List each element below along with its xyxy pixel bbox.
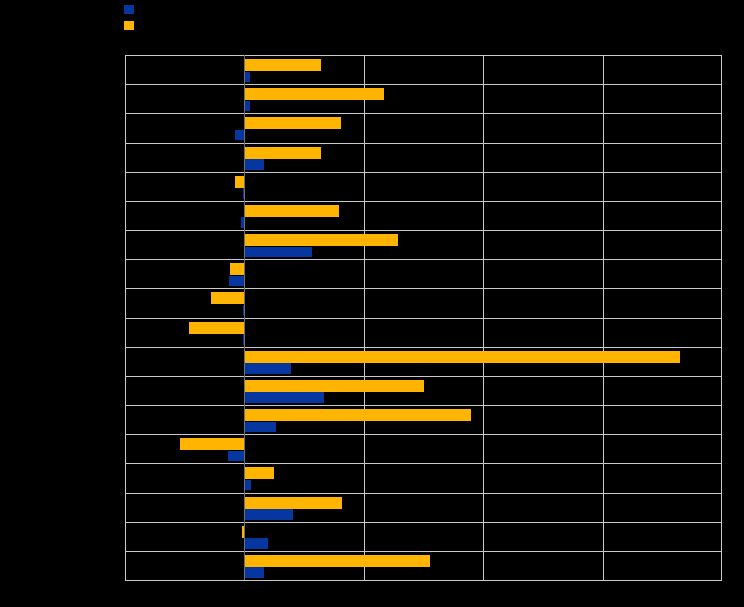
gridline-horizontal — [125, 376, 722, 377]
gridline-horizontal — [125, 230, 722, 231]
bar-orange-row-10 — [189, 321, 245, 334]
bar-orange-row-13 — [245, 409, 472, 421]
bar-orange-row-1 — [245, 59, 321, 71]
bar-blue-row-2 — [245, 100, 251, 112]
gridline-horizontal — [125, 55, 722, 56]
gridline-vertical — [721, 55, 722, 580]
bar-blue-row-4 — [245, 159, 265, 170]
bar-blue-row-12 — [245, 392, 325, 403]
bar-orange-row-18 — [245, 554, 431, 567]
bar-blue-row-18 — [245, 567, 265, 578]
gridline-horizontal — [125, 405, 722, 406]
gridline-horizontal — [125, 347, 722, 348]
bar-orange-row-4 — [245, 146, 321, 159]
gridline-vertical — [603, 55, 604, 580]
legend-swatch-orange-icon — [124, 21, 134, 30]
bar-blue-row-6 — [240, 217, 245, 228]
bar-orange-row-2 — [245, 88, 384, 101]
bar-blue-row-15 — [245, 479, 252, 491]
gridline-horizontal — [125, 259, 722, 260]
bar-blue-row-1 — [245, 71, 251, 82]
bar-blue-row-5 — [242, 188, 245, 199]
gridline-vertical — [364, 55, 365, 580]
bar-orange-row-17 — [242, 525, 245, 538]
bar-blue-row-13 — [245, 421, 277, 432]
bar-blue-row-3 — [234, 129, 245, 141]
bar-orange-row-11 — [245, 350, 680, 363]
bar-orange-row-14 — [179, 438, 245, 451]
bar-orange-row-9 — [210, 292, 245, 305]
gridline-horizontal — [125, 172, 722, 173]
bar-orange-row-5 — [234, 175, 245, 188]
gridline-horizontal — [125, 580, 722, 581]
bar-blue-row-9 — [242, 304, 245, 316]
bar-orange-row-7 — [245, 234, 399, 246]
gridline-horizontal — [125, 522, 722, 523]
bar-blue-row-14 — [228, 450, 245, 462]
plot-area — [125, 55, 722, 581]
bar-orange-row-3 — [245, 117, 341, 130]
gridline-vertical — [483, 55, 484, 580]
bar-blue-row-11 — [245, 363, 291, 374]
bar-blue-row-7 — [245, 246, 313, 257]
bar-blue-row-16 — [245, 509, 294, 520]
gridline-horizontal — [125, 463, 722, 464]
gridline-horizontal — [125, 143, 722, 144]
bar-orange-row-8 — [230, 263, 245, 276]
gridline-horizontal — [125, 84, 722, 85]
bar-blue-row-10 — [243, 334, 245, 345]
bar-orange-row-12 — [245, 379, 425, 392]
gridline-vertical — [125, 55, 126, 580]
gridline-horizontal — [125, 493, 722, 494]
legend-swatch-blue-icon — [124, 5, 134, 14]
gridline-horizontal — [125, 288, 722, 289]
bar-orange-row-15 — [245, 467, 275, 480]
bar-orange-row-6 — [245, 204, 339, 217]
bar-blue-row-17 — [245, 538, 269, 549]
gridline-horizontal — [125, 201, 722, 202]
zero-axis-line — [244, 55, 245, 580]
gridline-horizontal — [125, 113, 722, 114]
bar-blue-row-8 — [228, 275, 245, 287]
bar-orange-row-16 — [245, 496, 343, 509]
gridline-horizontal — [125, 434, 722, 435]
gridline-horizontal — [125, 318, 722, 319]
gridline-horizontal — [125, 551, 722, 552]
